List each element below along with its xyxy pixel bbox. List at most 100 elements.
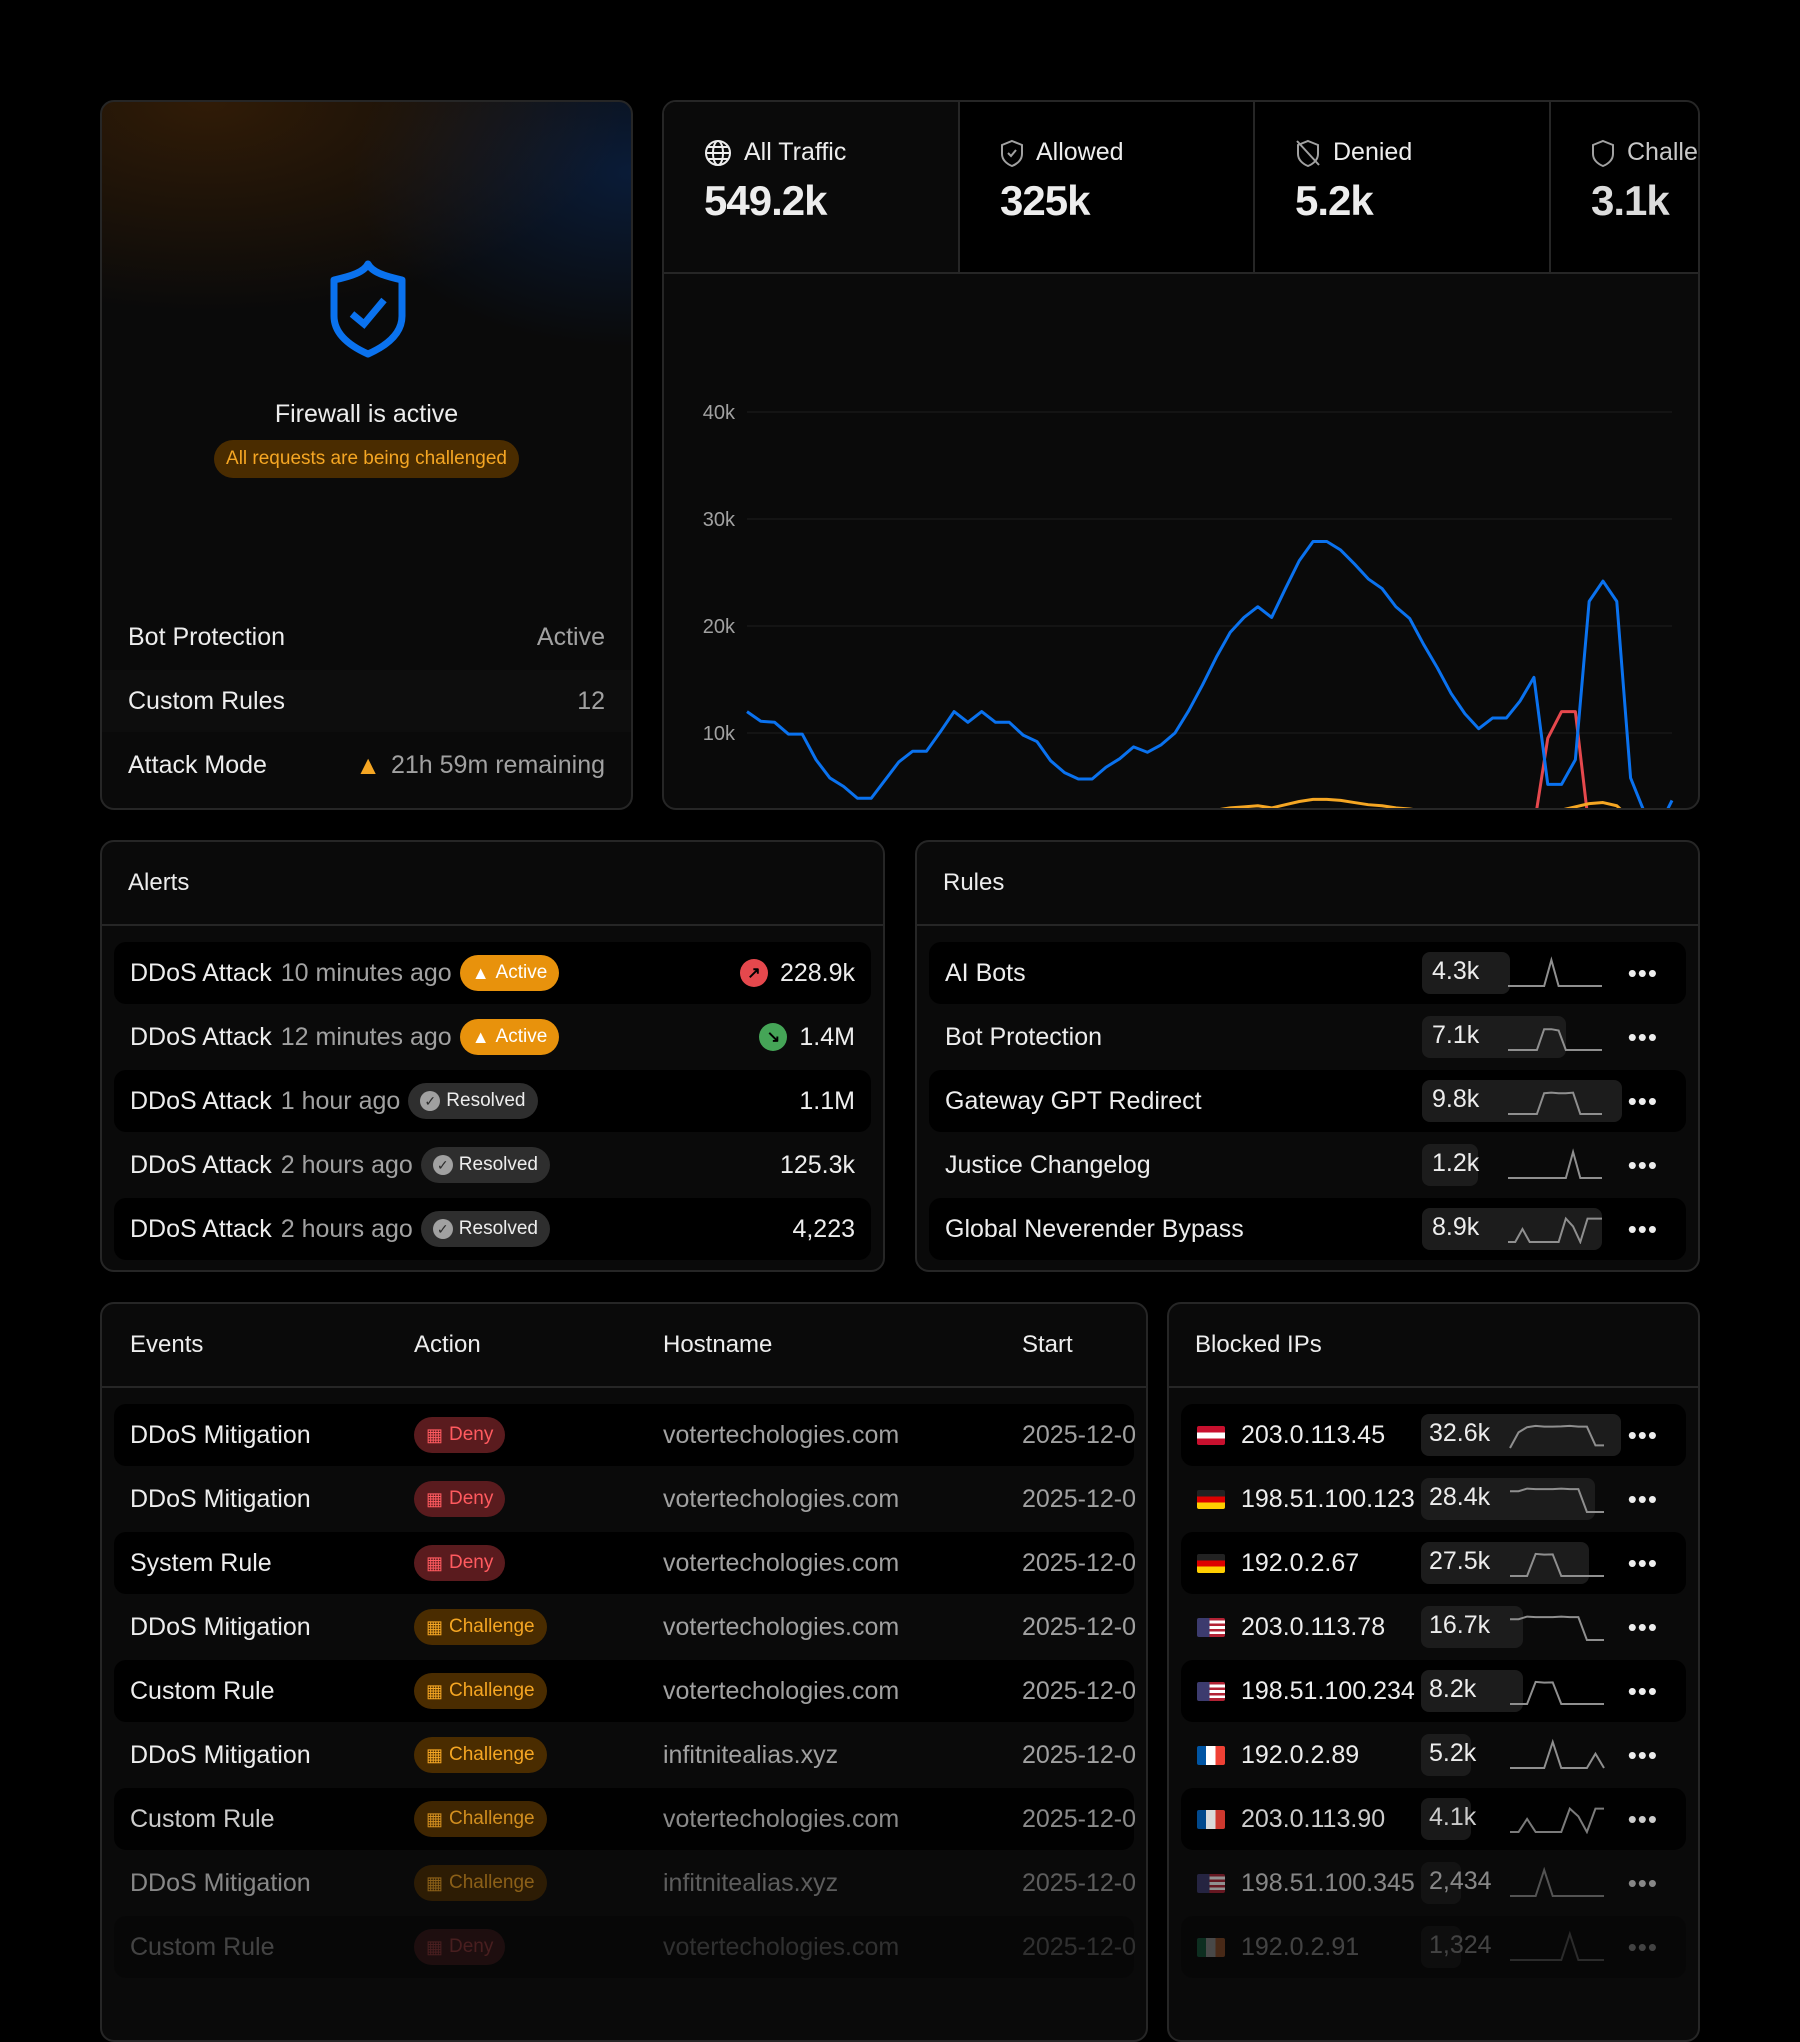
more-options-icon[interactable]: ••• [1627,1739,1658,1770]
event-row[interactable]: Custom Rule ▦ Challenge votertechologies… [114,1788,1136,1850]
ip-share-bar [1421,1414,1621,1456]
event-row[interactable]: DDoS Mitigation ▦ Challenge infitniteali… [114,1852,1136,1914]
alert-row[interactable]: DDoS Attack 2 hours ago ✓ Resolved 4,223 [114,1198,871,1260]
firewall-deny-icon: ▦ [426,1552,444,1573]
status-label: Resolved [458,1218,538,1239]
column-header-events[interactable]: Events [130,1331,204,1358]
blocked-ip-row[interactable]: 192.0.2.67 27.5k ••• [1181,1532,1686,1594]
blocked-ip-row[interactable]: 192.0.2.91 1,324 ••• [1181,1916,1686,1978]
alert-value: 4,223 [792,1214,855,1243]
row-label: Attack Mode [128,750,267,779]
blocked-ip-row[interactable]: 192.0.2.89 5.2k ••• [1181,1724,1686,1786]
event-row[interactable]: DDoS Mitigation ▦ Deny votertechologies.… [114,1468,1136,1530]
column-header-action[interactable]: Action [414,1331,481,1358]
sparkline-path [1508,956,1602,987]
stat-label: Challenged [1627,138,1698,166]
more-options-icon[interactable]: ••• [1627,1611,1658,1642]
blocked-ip-row[interactable]: 203.0.113.45 32.6k ••• [1181,1404,1686,1466]
flag-us-icon [1197,1681,1225,1701]
event-type: Custom Rule [130,1932,275,1961]
event-row[interactable]: DDoS Mitigation ▦ Challenge votertecholo… [114,1596,1136,1658]
rules-title: Rules [917,842,1698,926]
firewall-row-attack-mode[interactable]: Attack Mode ▲ 21h 59m remaining [102,734,631,796]
more-options-icon[interactable]: ••• [1627,1675,1658,1706]
alert-row[interactable]: DDoS Attack 1 hour ago ✓ Resolved 1.1M [114,1070,871,1132]
stat-value: 549.2k [704,177,827,224]
more-options-icon[interactable]: ••• [1627,1149,1658,1180]
stat-value: 5.2k [1295,177,1374,224]
alert-row[interactable]: DDoS Attack 2 hours ago ✓ Resolved 125.3… [114,1134,871,1196]
rule-name: AI Bots [945,958,1026,987]
blocked-ip-row[interactable]: 198.51.100.234 8.2k ••• [1181,1660,1686,1722]
more-options-icon[interactable]: ••• [1627,1803,1658,1834]
event-row[interactable]: DDoS Mitigation ▦ Challenge infitniteali… [114,1724,1136,1786]
event-row[interactable]: DDoS Mitigation ▦ Deny votertechologies.… [114,1404,1136,1466]
rule-value: 7.1k [1432,1021,1480,1049]
more-options-icon[interactable]: ••• [1627,1867,1658,1898]
column-header-start[interactable]: Start [1022,1331,1073,1358]
stat-denied[interactable]: Denied 5.2k [1255,102,1551,272]
stat-label: Denied [1333,138,1413,166]
event-type: System Rule [130,1548,272,1577]
blocked-ips-card: Blocked IPs 203.0.113.45 32.6k ••• 198.5… [1167,1302,1700,2042]
rule-row[interactable]: Gateway GPT Redirect 9.8k ••• [929,1070,1686,1132]
rule-row[interactable]: AI Bots 4.3k ••• [929,942,1686,1004]
more-options-icon[interactable]: ••• [1627,1931,1658,1962]
stat-allowed[interactable]: Allowed 325k [960,102,1255,272]
more-options-icon[interactable]: ••• [1627,957,1658,988]
event-row[interactable]: Custom Rule ▦ Deny votertechologies.com … [114,1916,1136,1978]
hostname: votertechologies.com [663,1484,900,1513]
blocked-ip-row[interactable]: 198.51.100.345 2,434 ••• [1181,1852,1686,1914]
ip-request-count: 1,324 [1429,1931,1492,1959]
ip-share-bar [1421,1606,1523,1648]
event-row[interactable]: System Rule ▦ Deny votertechologies.com … [114,1532,1136,1594]
alert-row[interactable]: DDoS Attack 12 minutes ago ▲ Active ↘ 1.… [114,1006,871,1068]
action-label: Challenge [449,1744,535,1765]
event-type: DDoS Mitigation [130,1484,311,1513]
firewall-row-custom-rules[interactable]: Custom Rules 12 [102,670,631,732]
action-label: Challenge [449,1872,535,1893]
flag-fr-icon [1197,1745,1225,1765]
start-time: 2025-12-0 [1022,1484,1136,1513]
stat-challenged[interactable]: Challenged 3.1k [1551,102,1698,272]
event-row[interactable]: Custom Rule ▦ Challenge votertechologies… [114,1660,1136,1722]
stat-label: Allowed [1036,138,1124,166]
more-options-icon[interactable]: ••• [1627,1547,1658,1578]
rule-row[interactable]: Bot Protection 7.1k ••• [929,1006,1686,1068]
firewall-challenge-icon: ▦ [426,1680,444,1701]
blocked-ip-row[interactable]: 198.51.100.123 28.4k ••• [1181,1468,1686,1530]
warning-icon: ▲ [471,962,490,983]
alert-time: 10 minutes ago [280,958,452,987]
ip-share-bar [1421,1862,1461,1904]
action-label: Challenge [449,1808,535,1829]
sparkline-path [1510,1738,1605,1769]
rule-row[interactable]: Justice Changelog 1.2k ••• [929,1134,1686,1196]
sparkline-path [1510,1866,1604,1897]
action-label: Challenge [449,1680,535,1701]
more-options-icon[interactable]: ••• [1627,1021,1658,1052]
rule-row[interactable]: Global Neverender Bypass 8.9k ••• [929,1198,1686,1260]
more-options-icon[interactable]: ••• [1627,1213,1658,1244]
y-tick-label: 30k [703,509,736,531]
alert-time: 2 hours ago [280,1150,413,1179]
column-header-hostname[interactable]: Hostname [663,1331,773,1358]
series-line [1535,710,1589,808]
start-time: 2025-12-0 [1022,1612,1136,1641]
blocked-ip-row[interactable]: 203.0.113.78 16.7k ••• [1181,1596,1686,1658]
rule-name: Justice Changelog [945,1150,1151,1179]
blocked-ip-row[interactable]: 203.0.113.90 4.1k ••• [1181,1788,1686,1850]
alert-time: 12 minutes ago [280,1022,452,1051]
rule-share-bar [1422,952,1510,994]
firewall-deny-icon: ▦ [426,1424,444,1445]
firewall-deny-icon: ▦ [426,1488,444,1509]
more-options-icon[interactable]: ••• [1627,1085,1658,1116]
firewall-row-bot-protection[interactable]: Bot Protection Active [102,606,631,668]
action-badge: ▦ Deny [414,1481,506,1517]
alert-row[interactable]: DDoS Attack 10 minutes ago ▲ Active ↗ 22… [114,942,871,1004]
more-options-icon[interactable]: ••• [1627,1419,1658,1450]
hostname: infitnitealias.xyz [663,1868,839,1897]
more-options-icon[interactable]: ••• [1627,1483,1658,1514]
shield-icon [1592,139,1614,167]
stat-all-traffic[interactable]: All Traffic 549.2k [664,102,960,272]
action-label: Challenge [449,1616,535,1637]
